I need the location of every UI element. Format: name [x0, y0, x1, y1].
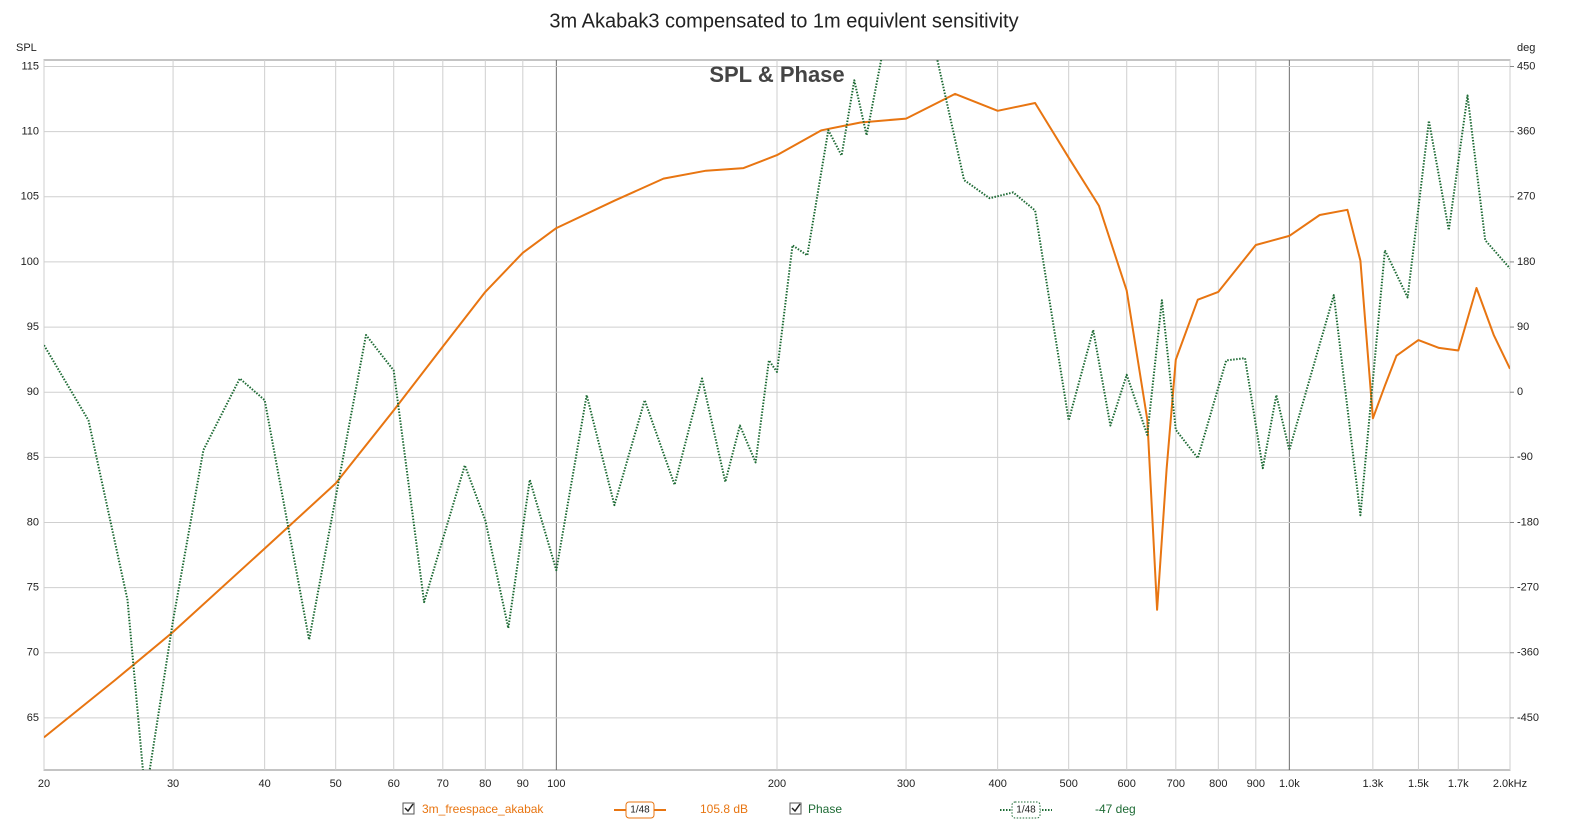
x-tick-label: 70 [437, 778, 449, 790]
series-line [44, 60, 1510, 770]
x-tick-label: 700 [1167, 778, 1185, 790]
chart-subtitle: SPL & Phase [709, 62, 844, 87]
x-tick-label: 50 [330, 778, 342, 790]
y2-tick-label: -450 [1517, 712, 1539, 724]
x-tick-label: 20 [38, 778, 50, 790]
y2-tick-label: 450 [1517, 60, 1535, 72]
x-tick-label: 400 [988, 778, 1006, 790]
y-tick-label: 65 [27, 712, 39, 724]
x-tick-label: 500 [1060, 778, 1078, 790]
y2-tick-label: 90 [1517, 321, 1529, 333]
x-tick-label: 2.0kHz [1493, 778, 1527, 790]
y-axis-label: SPL [16, 42, 37, 54]
x-tick-label: 1.7k [1448, 778, 1469, 790]
smoothing-label: 1/48 [1016, 805, 1036, 816]
x-tick-label: 60 [388, 778, 400, 790]
y2-tick-label: 270 [1517, 191, 1535, 203]
y2-tick-label: -90 [1517, 451, 1533, 463]
x-tick-label: 600 [1118, 778, 1136, 790]
y-tick-label: 105 [21, 191, 39, 203]
legend: 3m_freespace_akabak 1/48 105.8 dB Phase … [402, 801, 1136, 819]
x-tick-label: 1.3k [1362, 778, 1383, 790]
x-tick-label: 900 [1247, 778, 1265, 790]
legend-value: 105.8 dB [700, 802, 748, 816]
y2-tick-label: -180 [1517, 516, 1539, 528]
y2-tick-label: -270 [1517, 582, 1539, 594]
x-tick-label: 200 [768, 778, 786, 790]
x-tick-label: 100 [547, 778, 565, 790]
x-tick-label: 30 [167, 778, 179, 790]
legend-value: -47 deg [1095, 802, 1136, 816]
y-tick-label: 95 [27, 321, 39, 333]
y2-tick-label: 0 [1517, 386, 1523, 398]
smoothing-label: 1/48 [630, 805, 650, 816]
series-line [44, 92, 1510, 739]
y-tick-label: 75 [27, 582, 39, 594]
checkbox[interactable] [402, 802, 415, 815]
x-tick-label: 80 [479, 778, 491, 790]
check [404, 803, 414, 813]
x-tick-label: 300 [897, 778, 915, 790]
y2-tick-label: 360 [1517, 126, 1535, 138]
smoothing-box[interactable] [625, 801, 655, 819]
y-tick-label: 100 [21, 256, 39, 268]
x-tick-label: 40 [259, 778, 271, 790]
y-tick-label: 80 [27, 516, 39, 528]
x-tick-label: 90 [517, 778, 529, 790]
checkbox[interactable] [789, 802, 802, 815]
y2-axis-label: deg [1517, 42, 1535, 54]
y-tick-label: 70 [27, 647, 39, 659]
y-tick-label: 110 [21, 126, 39, 138]
y-tick-label: 90 [27, 386, 39, 398]
y-tick-label: 85 [27, 451, 39, 463]
y2-tick-label: -360 [1517, 647, 1539, 659]
smoothing-box[interactable] [1011, 801, 1041, 819]
x-tick-label: 800 [1209, 778, 1227, 790]
legend-label: Phase [808, 802, 842, 816]
check [791, 803, 801, 813]
chart-title: 3m Akabak3 compensated to 1m equivlent s… [549, 10, 1018, 32]
x-tick-label: 1.0k [1279, 778, 1300, 790]
legend-label: 3m_freespace_akabak [422, 802, 544, 816]
y2-tick-label: 180 [1517, 256, 1535, 268]
x-tick-label: 1.5k [1408, 778, 1429, 790]
y-tick-label: 115 [21, 60, 39, 72]
